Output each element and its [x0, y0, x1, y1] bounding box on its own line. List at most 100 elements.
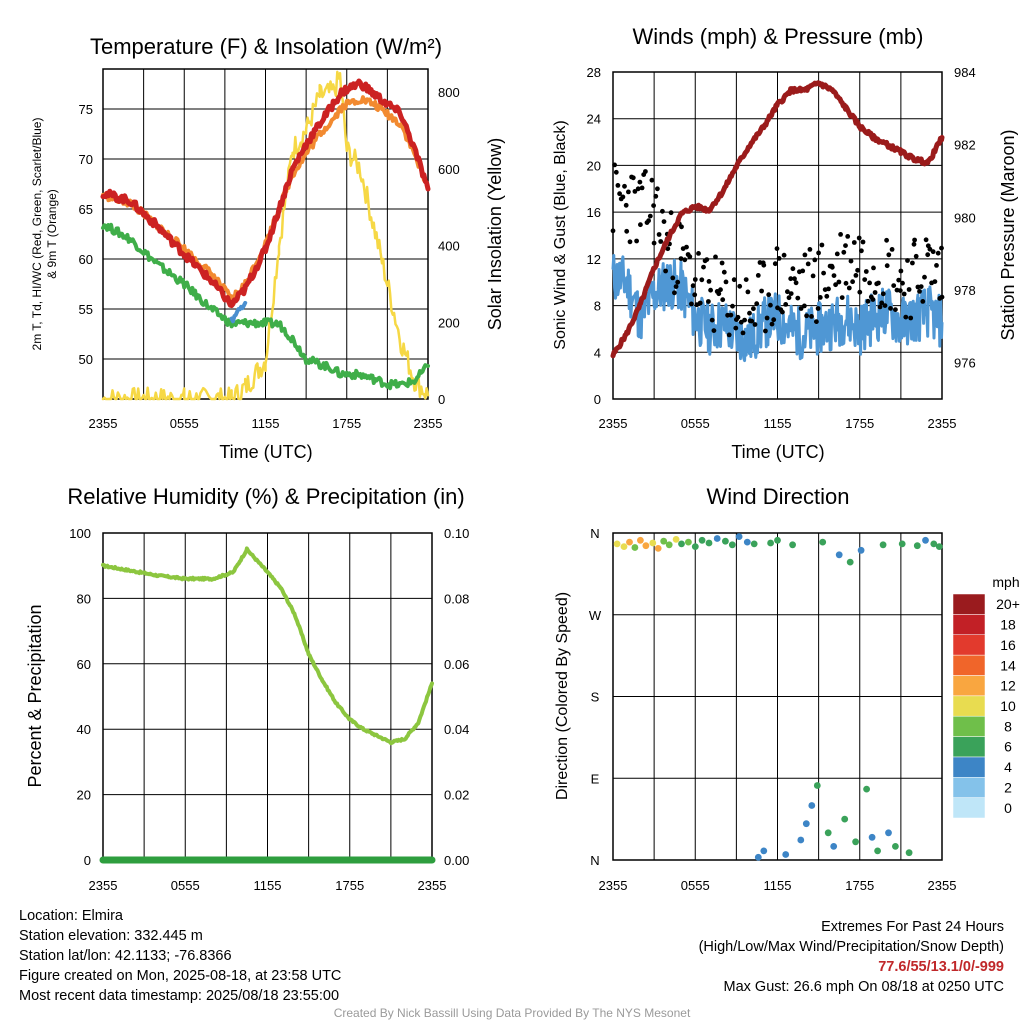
temp-grid: [103, 69, 428, 399]
colorbar-swatch: [952, 695, 986, 717]
temp-y-tick-label: 55: [79, 302, 93, 317]
gust-point: [713, 254, 718, 260]
gust-point: [726, 332, 732, 338]
wdir-point: [626, 538, 633, 546]
gust-point: [790, 266, 796, 272]
winds-right-tick-label: 978: [954, 283, 976, 298]
gust-point: [886, 252, 892, 258]
winds-x-tick-label: 1155: [764, 416, 792, 431]
gust-point: [824, 293, 830, 299]
extremes-values: 77.6/55/13.1/0/-999: [878, 959, 1004, 975]
gust-point: [920, 299, 926, 304]
gust-point: [776, 256, 782, 261]
rh-tick-labels: 0 20 40 60 80 100 0.00 0.02 0.04 0.06 0.08 0.10 2355…: [69, 526, 469, 893]
gust-point: [882, 303, 888, 308]
gust-point: [877, 304, 883, 310]
winds-y-tick-label: 16: [587, 205, 601, 220]
gust-point: [786, 295, 792, 301]
temp-chart-title: Temperature (F) & Insolation (W/m²): [90, 34, 442, 59]
gust-point: [862, 277, 868, 282]
colorbar-label: 4: [1004, 759, 1012, 775]
wdir-point: [713, 535, 721, 542]
gust-point: [649, 177, 655, 183]
gust-point: [817, 295, 823, 300]
gust-point: [927, 246, 933, 252]
gust-point: [668, 210, 674, 216]
wdir-point: [898, 540, 906, 548]
colorbar-label: 8: [1004, 718, 1012, 734]
gust-point: [783, 302, 789, 307]
gust-point: [701, 264, 706, 270]
created-text: Figure created on Mon, 2025-08-18, at 23…: [19, 968, 342, 984]
gust-point: [635, 186, 641, 192]
gust-point: [704, 257, 710, 262]
latlon-text: Station lat/lon: 42.1133; -76.8366: [19, 948, 232, 964]
gust-point: [843, 243, 848, 249]
colorbar-swatch: [952, 634, 986, 656]
gust-point: [708, 287, 713, 293]
gust-point: [612, 162, 617, 168]
colorbar-label: 12: [1000, 678, 1016, 694]
gust-point: [896, 277, 902, 283]
colorbar-label: 20+: [996, 596, 1020, 612]
wdir-point: [642, 542, 650, 550]
recent-data-text: Most recent data timestamp: 2025/08/18 2…: [19, 988, 340, 1004]
temp-y-tick-label: 50: [79, 352, 93, 367]
gust-point: [836, 279, 842, 285]
wdir-point: [637, 536, 644, 544]
wdir-point: [857, 546, 865, 554]
gust-point: [795, 295, 801, 301]
winds-tick-labels: 0 4 8 12 16 20 24 28 976 978 980 982 984 2355 0555 1155…: [587, 65, 976, 431]
gust-point: [906, 287, 912, 292]
rh-right-tick-label: 0.10: [444, 526, 469, 541]
rh-y-tick-label: 80: [77, 591, 91, 606]
wdir-point: [868, 833, 876, 841]
wdir-point: [874, 847, 881, 855]
gust-point: [930, 249, 936, 255]
gust-point: [711, 328, 717, 333]
gust-point: [643, 169, 648, 174]
wdir-y-tick-label: S: [591, 690, 600, 705]
winds-y-tick-label: 0: [594, 392, 601, 407]
winds-x-tick-label: 2355: [599, 416, 628, 431]
gust-point: [805, 261, 811, 267]
wdir-point: [930, 540, 938, 548]
gust-point: [829, 264, 835, 270]
gust-point: [699, 277, 705, 283]
pressure-line: [610, 80, 945, 359]
gust-point: [925, 252, 931, 258]
gust-point: [763, 328, 768, 334]
gust-point: [747, 310, 752, 316]
wdir-point: [750, 540, 758, 548]
humidity-panel: Relative Humidity (%) & Precipitation (i…: [25, 484, 469, 893]
gust-point: [845, 234, 851, 239]
colorbar-swatch: [952, 614, 986, 635]
gust-point: [764, 315, 770, 321]
gust-point: [888, 306, 893, 311]
wdir-point: [789, 541, 796, 549]
elevation-text: Station elevation: 332.445 m: [19, 928, 203, 944]
rh-right-tick-label: 0.02: [444, 788, 469, 803]
gust-point: [780, 309, 785, 315]
gust-point: [860, 239, 866, 245]
rh-grid: [103, 532, 432, 861]
rh-right-tick-label: 0.08: [444, 591, 469, 606]
gust-point: [656, 232, 662, 237]
gust-point: [684, 244, 689, 250]
gust-point: [848, 258, 854, 264]
rh-y-tick-label: 20: [77, 788, 91, 803]
temp-right-tick-label: 400: [438, 239, 460, 254]
wdir-point: [846, 558, 854, 566]
temp-series-line: [101, 222, 430, 391]
temp-y-tick-label: 60: [79, 252, 93, 267]
rh-y-tick-label: 100: [69, 526, 91, 541]
gust-point: [814, 319, 819, 325]
gust-point: [839, 295, 845, 300]
temp-x-tick-label: 0555: [170, 416, 199, 431]
wdir-point: [672, 536, 680, 543]
gust-point: [689, 301, 694, 307]
gust-point: [673, 284, 679, 289]
rh-y-tick-label: 0: [84, 853, 91, 868]
wdir-point: [760, 847, 768, 855]
